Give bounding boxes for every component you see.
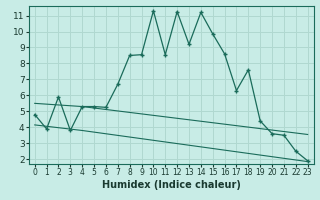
- X-axis label: Humidex (Indice chaleur): Humidex (Indice chaleur): [102, 180, 241, 190]
